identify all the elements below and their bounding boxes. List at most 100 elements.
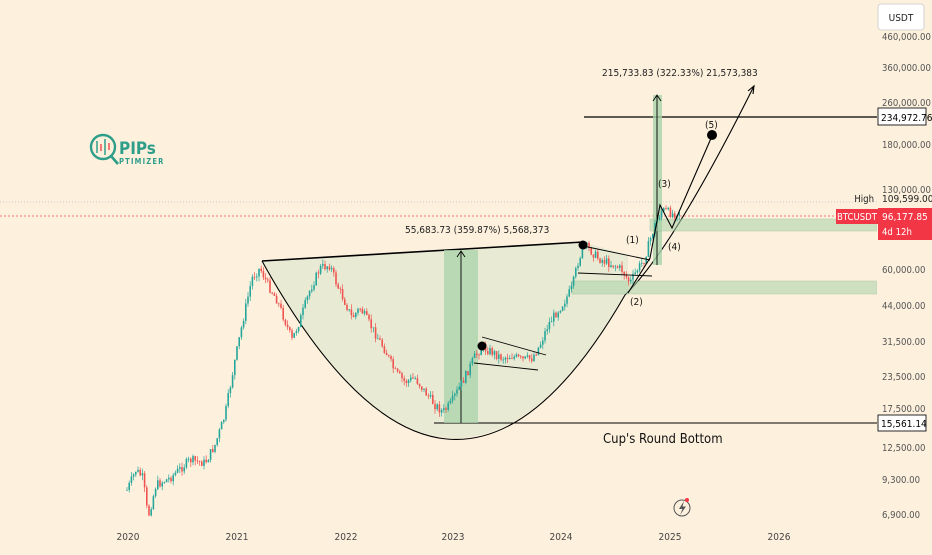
candle: [302, 304, 304, 320]
current-price-badge: BTCUSDT 96,177.85 4d 12h: [836, 208, 932, 240]
rim-marker: [578, 240, 588, 250]
candle: [412, 373, 414, 379]
candle: [201, 460, 203, 467]
symbol-label: BTCUSDT: [837, 212, 878, 223]
candle: [414, 376, 416, 380]
candle: [352, 312, 355, 318]
price-tick-label: 23,500.00: [882, 372, 925, 383]
candle: [531, 353, 533, 364]
price-tick-label: 460,000.00: [882, 32, 931, 43]
candle: [511, 353, 513, 360]
candle: [500, 353, 502, 362]
wave-5-marker: [707, 130, 717, 140]
candle: [537, 347, 540, 356]
price-tick-label: 44,000.00: [882, 301, 925, 312]
candle: [438, 401, 441, 417]
candle: [293, 332, 295, 339]
price-tick-label: 180,000.00: [882, 140, 931, 151]
candle: [647, 237, 650, 258]
candle: [390, 354, 392, 362]
candle: [524, 356, 526, 360]
candle: [377, 333, 379, 340]
candle: [509, 355, 511, 360]
bottom-price-value: 15,561.14: [881, 419, 927, 430]
candle: [636, 269, 639, 275]
cup-measure-label: 55,683.73 (359.87%) 5,568,373: [405, 225, 549, 236]
candle: [608, 255, 610, 272]
candle: [619, 263, 621, 272]
candle: [229, 385, 232, 398]
candle: [599, 257, 601, 264]
candle: [634, 268, 636, 276]
candle: [458, 382, 460, 391]
candle: [196, 456, 199, 465]
cup-bottom-label: Cup's Round Bottom: [603, 432, 723, 447]
candle: [132, 473, 135, 481]
candle: [612, 265, 614, 269]
candle: [328, 263, 331, 272]
candle: [473, 351, 476, 359]
candle: [260, 265, 262, 274]
candle: [476, 349, 478, 359]
candle: [159, 477, 161, 488]
candle: [546, 324, 548, 335]
candle: [590, 246, 592, 256]
candle: [451, 390, 454, 404]
price-tick-label: 360,000.00: [882, 63, 931, 74]
candle: [350, 304, 353, 320]
candle: [280, 299, 282, 310]
candle: [515, 352, 518, 358]
flash-icon[interactable]: [673, 498, 691, 517]
candle: [456, 385, 458, 397]
candle: [469, 360, 471, 379]
candle: [535, 352, 537, 357]
target-measure-label: 215,733.83 (322.33%) 21,573,383: [602, 68, 758, 79]
candle: [621, 261, 623, 276]
candle: [564, 299, 566, 311]
candle: [559, 310, 562, 314]
time-tick-label: 2023: [442, 532, 465, 543]
price-axis[interactable]: 460,000.00 360,000.00 260,000.00 180,000.00…: [877, 0, 932, 550]
candle: [212, 444, 214, 453]
currency-button[interactable]: USDT: [877, 3, 925, 31]
candle: [605, 254, 608, 265]
candle: [165, 478, 168, 483]
wave-2-label: (2): [630, 297, 643, 308]
candle: [269, 277, 271, 294]
target-price-value: 234,972.76: [881, 113, 932, 124]
candle: [319, 264, 322, 276]
candle: [434, 399, 436, 414]
candle: [423, 388, 425, 393]
candle: [396, 367, 399, 374]
candle: [157, 475, 159, 491]
candle: [135, 471, 137, 478]
candle: [526, 352, 529, 359]
price-tick-label: 9,300.00: [882, 475, 920, 486]
flag-marker: [477, 341, 487, 351]
candle: [207, 459, 210, 463]
candle: [249, 281, 251, 302]
candle: [322, 259, 324, 269]
candle: [161, 480, 163, 491]
candle: [150, 506, 152, 517]
high-label: High: [854, 194, 874, 205]
candle: [491, 346, 493, 357]
candle: [271, 291, 273, 295]
candle: [317, 269, 320, 279]
candle: [561, 305, 564, 312]
candle: [361, 306, 364, 314]
time-tick-label: 2022: [335, 532, 358, 543]
candle: [506, 353, 509, 363]
candle: [267, 277, 269, 283]
candle: [649, 236, 652, 246]
candle: [339, 286, 342, 294]
candle: [366, 308, 368, 316]
candle: [548, 317, 551, 333]
wave-4-label: (4): [668, 242, 681, 253]
candle: [163, 481, 166, 484]
candle: [502, 356, 504, 364]
candle: [313, 281, 315, 292]
candle: [429, 390, 432, 399]
candle: [487, 346, 489, 356]
